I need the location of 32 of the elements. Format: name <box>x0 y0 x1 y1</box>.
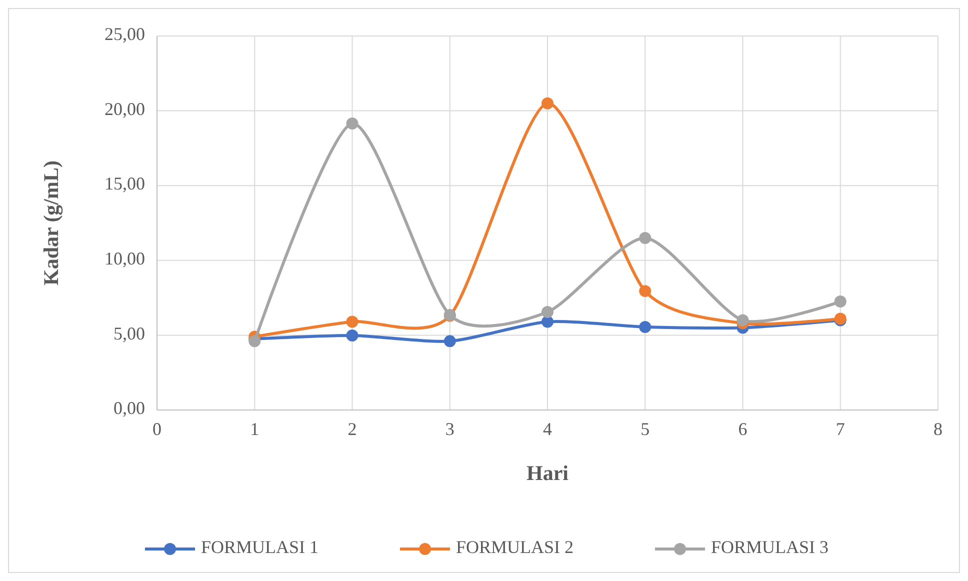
y-tick-label: 25,00 <box>104 24 145 44</box>
x-tick-label: 4 <box>543 419 552 439</box>
point <box>346 330 358 342</box>
point <box>346 316 358 328</box>
x-tick-label: 8 <box>934 419 942 439</box>
y-tick-label: 5,00 <box>114 323 145 344</box>
point <box>736 314 749 326</box>
y-tick-label: 0,00 <box>114 398 145 418</box>
point <box>639 320 652 333</box>
x-tick-label: 6 <box>738 419 748 439</box>
legend-label: FORMULASI 1 <box>201 537 319 558</box>
y-axis-title: Kadar (g/mL) <box>39 160 63 286</box>
y-tick-label: 20,00 <box>104 98 145 119</box>
point <box>639 285 652 298</box>
x-tick-label: 5 <box>640 419 650 439</box>
point <box>834 296 846 308</box>
y-tick-label: 15,00 <box>104 174 145 194</box>
legend-label: FORMULASI 3 <box>711 537 829 558</box>
x-tick-label: 0 <box>152 419 162 439</box>
x-tick-label: 3 <box>445 419 454 439</box>
x-tick-label: 2 <box>348 419 357 439</box>
point <box>542 306 554 318</box>
x-tick-label: 1 <box>250 419 260 439</box>
x-tick-label: 7 <box>836 419 845 439</box>
x-axis-title: Hari <box>526 461 569 485</box>
legend-label: FORMULASI 2 <box>456 537 574 558</box>
point <box>444 335 456 348</box>
point <box>542 97 554 110</box>
y-tick-label: 10,00 <box>104 248 145 269</box>
point <box>248 335 261 348</box>
point <box>346 118 358 130</box>
point <box>639 232 652 244</box>
